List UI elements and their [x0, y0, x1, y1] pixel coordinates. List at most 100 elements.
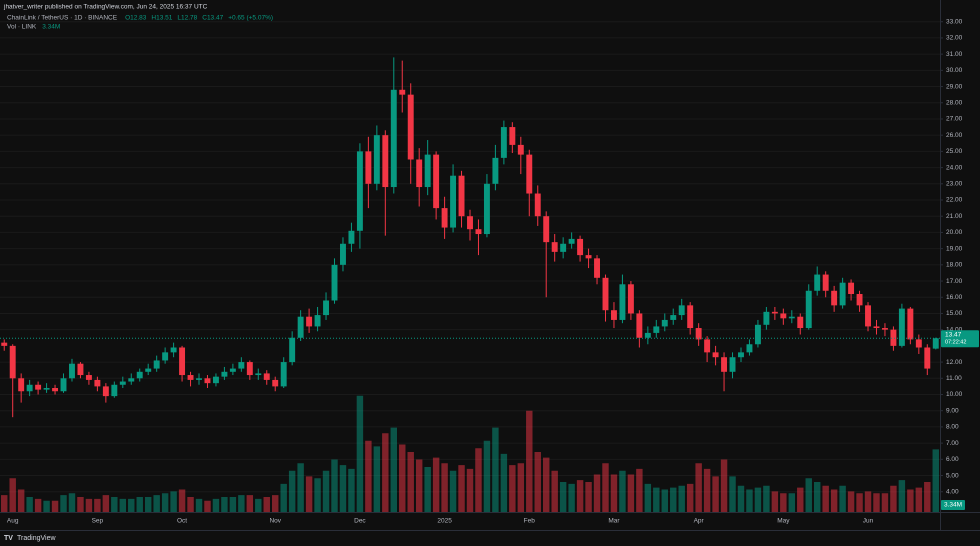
ohlc-legend: C13.47: [202, 15, 223, 22]
candle-body: [517, 144, 524, 155]
volume-bar: [288, 470, 296, 512]
candle-body: [661, 319, 668, 327]
candle-body: [526, 154, 533, 194]
volume-bar: [788, 493, 796, 512]
candle-body: [26, 384, 33, 392]
candle-body: [763, 311, 770, 325]
candle-body: [187, 375, 194, 380]
volume-bar: [68, 493, 76, 512]
y-tick-label: 8.00: [946, 424, 959, 431]
candle-body: [289, 337, 296, 363]
volume-bar: [500, 453, 508, 512]
volume-tag: [941, 500, 965, 510]
volume-bar: [610, 474, 618, 512]
volume-bar: [263, 497, 270, 512]
volume-bar: [856, 493, 863, 512]
candle-body: [255, 373, 262, 376]
volume-bar: [272, 495, 279, 512]
candle-body: [145, 368, 152, 372]
candle-body: [712, 352, 719, 358]
volume-bar: [729, 476, 736, 512]
ohlc-legend: L12.78: [177, 15, 197, 22]
x-tick-label: Aug: [7, 518, 19, 525]
candle-body: [229, 368, 236, 372]
y-tick-label: 16.00: [946, 294, 963, 301]
candle-body: [433, 154, 440, 209]
candle-body: [653, 326, 660, 333]
volume-bar: [424, 467, 431, 512]
price-tag: [941, 330, 979, 348]
candle-body: [399, 89, 406, 95]
x-tick-label: Feb: [524, 518, 536, 525]
volume-bar: [805, 478, 812, 512]
volume-bar: [466, 468, 474, 512]
y-tick-label: 27.00: [946, 116, 963, 123]
candle-body: [1, 342, 8, 346]
candle-body: [619, 284, 626, 320]
candles: [1, 57, 939, 418]
volume-bar: [170, 491, 177, 512]
candle-body: [551, 242, 558, 252]
volume-bar: [475, 448, 482, 512]
volume-bar: [17, 489, 25, 512]
y-tick-label: 30.00: [946, 67, 963, 74]
candle-body: [738, 352, 744, 358]
candle-body: [424, 154, 431, 188]
volume-bar: [111, 497, 118, 512]
y-tick-label: 25.00: [946, 148, 963, 155]
y-tick-label: 5.00: [946, 472, 959, 479]
volume-bar: [890, 485, 897, 512]
candle-body: [128, 378, 135, 382]
volume-bar: [686, 483, 694, 512]
candle-body: [568, 238, 575, 244]
y-tick-label: 18.00: [946, 262, 963, 269]
volume-bar: [178, 489, 186, 512]
volume-bar: [847, 491, 855, 512]
candle-body: [483, 183, 490, 235]
volume-bar: [128, 498, 135, 512]
x-tick-label: Oct: [177, 518, 187, 525]
y-tick-label: 32.00: [946, 35, 963, 42]
volume-bar: [653, 487, 660, 512]
candle-body: [458, 175, 465, 217]
candle-body: [678, 305, 685, 316]
x-tick-label: Jun: [863, 518, 874, 525]
volume-bar: [348, 468, 355, 512]
volume-bar: [712, 476, 719, 512]
volume-bar: [449, 470, 457, 512]
price-tag-countdown: 07:22:42: [945, 340, 966, 346]
volume-legend: 3.34M: [42, 24, 60, 31]
symbol: ChainLink / TetherUS · 1D · BINANCE: [7, 15, 118, 22]
volume-bar: [780, 493, 787, 512]
candle-body: [162, 352, 169, 361]
candle-body: [907, 308, 914, 340]
candle-body: [890, 329, 897, 346]
volume-bar: [238, 495, 245, 512]
volume-bar: [483, 440, 491, 512]
candle-body: [797, 316, 804, 329]
y-tick-label: 14.00: [946, 326, 963, 333]
y-tick-label: 4.00: [946, 488, 959, 495]
x-tick-label: Sep: [92, 518, 104, 525]
candle-body: [102, 386, 109, 397]
candle-body: [119, 381, 126, 385]
brand-name: TradingView: [17, 535, 56, 542]
volume-bar: [322, 470, 330, 512]
candle-body: [754, 324, 761, 345]
candle-body: [644, 332, 651, 338]
y-tick-label: 20.00: [946, 229, 963, 236]
candle-body: [94, 379, 101, 387]
volume-bar: [509, 465, 516, 512]
candle-body: [373, 135, 380, 184]
candle-body: [340, 243, 346, 265]
volume-bar: [526, 410, 533, 512]
candle-body: [534, 193, 541, 217]
y-tick-label: 23.00: [946, 181, 963, 188]
x-tick-label: 2025: [437, 518, 452, 525]
candle-body: [865, 305, 871, 327]
volume-bar: [382, 433, 389, 512]
volume-bar: [339, 465, 347, 512]
volume-bar: [839, 485, 846, 512]
volume-bar: [441, 463, 448, 512]
